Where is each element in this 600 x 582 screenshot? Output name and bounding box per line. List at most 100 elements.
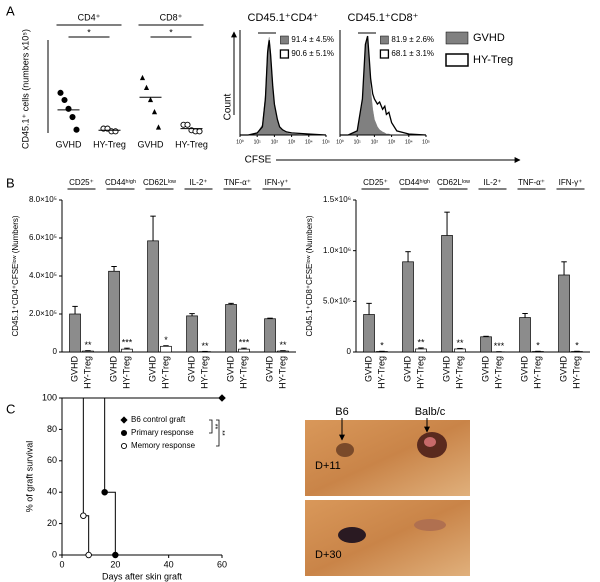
significance: ** [456,338,464,348]
x-tick-label: GVHD [186,356,196,383]
group-label: CD25⁺ [69,178,94,187]
significance: * [575,341,579,351]
significance: ** [211,424,218,430]
y-label: Count [223,93,234,120]
x-tick-label: 10⁰ [336,139,344,145]
x-tick-label: GVHD [441,356,451,383]
significance: *** [494,341,505,351]
bar [480,336,492,353]
x-tick-label: 20 [110,559,120,569]
y-tick-label: 100 [42,392,57,402]
y-tick-label: 1.0×10⁶ [323,246,351,255]
x-label: Days after skin graft [102,571,183,581]
point [80,512,87,520]
survival-line [62,397,90,555]
bar [121,348,133,353]
x-tick-label: HY-Treg [160,356,170,389]
stat-swatch [380,35,389,45]
x-tick-label: 10² [271,139,279,145]
point [147,96,154,103]
x-tick-label: GVHD [69,356,79,383]
x-tick-label: GVHD [225,356,235,383]
x-tick-label: HY-Treg [93,139,126,149]
point [184,121,191,128]
y-tick-label: 0 [347,347,352,356]
x-tick-label: HY-Treg [415,356,425,389]
group-label: IL-2⁺ [189,178,207,187]
timepoint: D+11 [315,460,341,472]
x-tick-label: HY-Treg [238,356,248,389]
significance-bracket [209,419,213,434]
graft [336,443,354,457]
point [85,551,92,559]
point [139,74,146,81]
significance: * [169,27,173,37]
x-tick-label: 10⁵ [322,139,330,145]
y-tick-label: 40 [47,487,57,497]
bar [82,350,94,353]
x-tick-label: GVHD [137,139,164,149]
x-tick-label: 10⁵ [422,139,430,145]
x-tick-label: HY-Treg [493,356,503,389]
point [120,442,128,450]
x-tick-label: 40 [164,559,174,569]
x-tick-label: HY-Treg [532,356,542,389]
group-label: TNF-α⁺ [224,178,251,187]
point [151,109,158,115]
point [112,128,119,135]
x-tick-label: 10¹ [354,139,362,145]
x-tick-label: HY-Treg [376,356,386,389]
bar [441,235,453,353]
photo-bottom [305,500,470,576]
bar [160,345,172,353]
stat-label: 91.4 ± 4.5% [291,35,334,44]
point [101,488,108,496]
y-tick-label: 6.0×10⁵ [29,233,57,242]
group-label: CD62Lˡᵒʷ [143,178,176,187]
photo-top [305,420,470,496]
legend-label: B6 control graft [131,415,186,424]
point [143,84,150,90]
panel-label: B [6,175,15,190]
y-tick-label: 8.0×10⁵ [29,195,57,204]
point [112,551,119,559]
significance: ** [84,340,92,350]
bar [225,304,237,353]
x-tick-label: GVHD [480,356,490,383]
legend-label: Primary response [131,428,194,437]
x-tick-label: 10¹ [254,139,262,145]
group-label: IL-2⁺ [483,178,501,187]
bar [264,318,276,353]
significance: * [536,341,540,351]
y-tick-label: 1.5×10⁶ [323,195,351,204]
x-tick-label: GVHD [55,139,82,149]
significance: *** [239,338,250,348]
graft [424,437,436,447]
stat-swatch [279,49,290,59]
significance: * [164,335,168,345]
x-tick-label: HY-Treg [277,356,287,389]
bar [558,274,570,353]
photo-label: B6 [335,406,348,418]
x-tick-label: GVHD [558,356,568,383]
legend-label: HY-Treg [473,54,513,66]
point [61,96,68,104]
point [69,114,76,121]
bar [69,313,81,353]
legend-label: GVHD [473,32,505,44]
histogram-line [340,35,427,136]
point [120,416,128,424]
timepoint: D+30 [315,549,342,561]
point [65,105,72,112]
chart-title: CD45.1⁺CD4⁺ [248,12,319,24]
x-label: CFSE [245,155,272,166]
x-tick-label: GVHD [363,356,373,383]
significance: * [87,27,91,37]
bar [186,315,198,353]
x-tick-label: HY-Treg [571,356,581,389]
bar [238,348,250,353]
stat-label: 68.1 ± 3.1% [391,49,434,58]
x-tick-label: GVHD [108,356,118,383]
x-tick-label: GVHD [519,356,529,383]
